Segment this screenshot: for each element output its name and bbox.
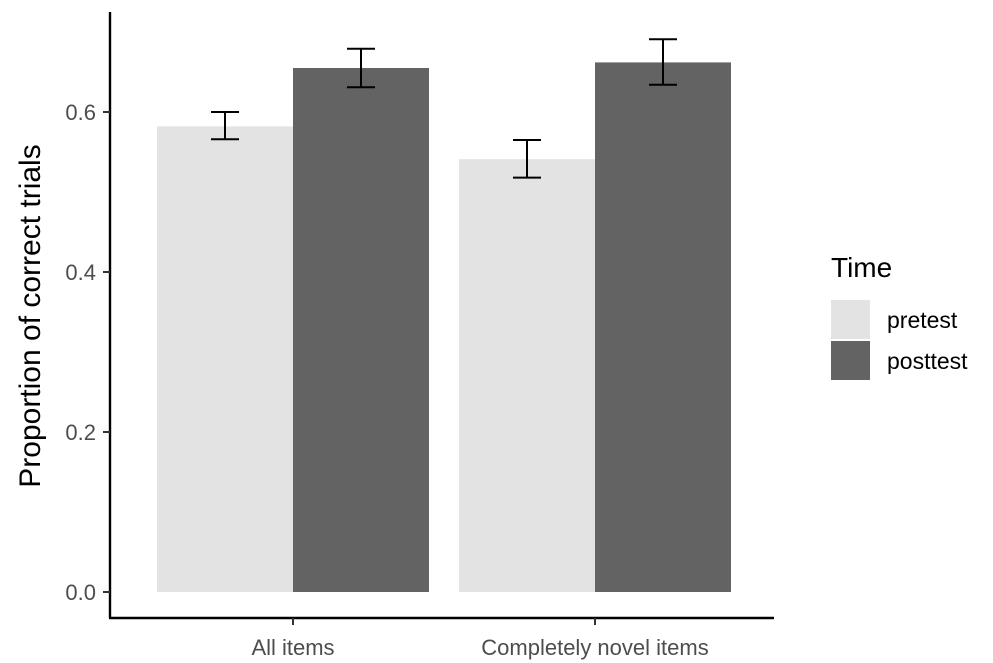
legend-items: pretest posttest	[831, 300, 968, 380]
bar-pretest-1	[459, 159, 595, 592]
x-tick-label: All items	[251, 635, 334, 660]
y-axis-title: Proportion of correct trials	[14, 144, 47, 487]
bar-posttest-0	[293, 68, 429, 592]
error-bar-posttest-0	[347, 47, 375, 89]
legend: Time pretest posttest	[831, 252, 968, 380]
error-bar-pretest-1	[513, 139, 541, 179]
legend-title: Time	[831, 252, 892, 283]
legend-label-posttest: posttest	[887, 348, 968, 374]
legend-label-pretest: pretest	[887, 307, 958, 333]
y-axis-ticks: 0.0 0.2 0.4 0.6	[65, 100, 110, 605]
bar-pretest-0	[157, 126, 293, 593]
bar-posttest-1	[595, 62, 731, 592]
error-bars	[211, 38, 677, 179]
y-tick-label: 0.0	[65, 580, 96, 605]
error-bar-posttest-1	[649, 38, 677, 86]
y-tick-label: 0.4	[65, 260, 96, 285]
y-tick-label: 0.6	[65, 100, 96, 125]
x-axis-ticks: All items Completely novel items	[251, 618, 709, 660]
legend-swatch-pretest	[831, 300, 870, 339]
bars	[157, 62, 731, 593]
x-tick-label: Completely novel items	[481, 635, 708, 660]
error-bar-pretest-0	[211, 111, 239, 141]
legend-swatch-posttest	[831, 341, 870, 380]
y-tick-label: 0.2	[65, 420, 96, 445]
